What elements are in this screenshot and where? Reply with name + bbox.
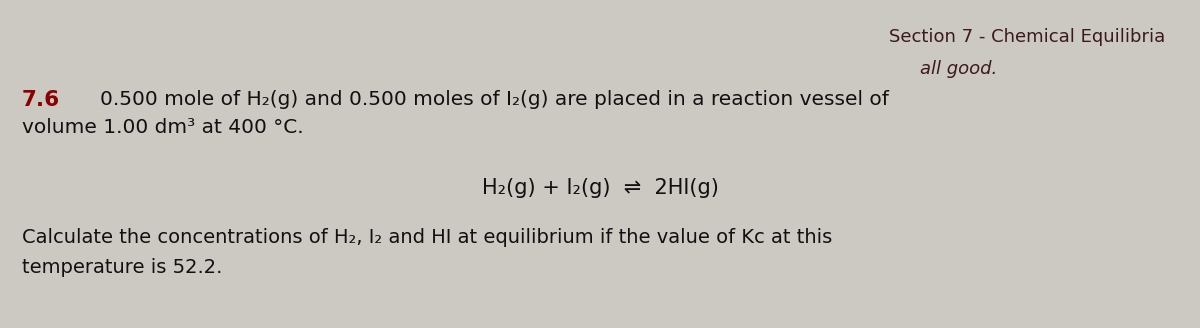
Text: temperature is 52.2.: temperature is 52.2.	[22, 258, 222, 277]
Text: Calculate the concentrations of H₂, I₂ and HI at equilibrium if the value of Kᴄ : Calculate the concentrations of H₂, I₂ a…	[22, 228, 833, 247]
Text: 0.500 mole of H₂(g) and 0.500 moles of I₂(g) are placed in a reaction vessel of: 0.500 mole of H₂(g) and 0.500 moles of I…	[100, 90, 889, 109]
Text: H₂(g) + I₂(g)  ⇌  2HI(g): H₂(g) + I₂(g) ⇌ 2HI(g)	[481, 178, 719, 198]
Text: 7.6: 7.6	[22, 90, 60, 110]
Text: all good.: all good.	[920, 60, 997, 78]
Text: volume 1.00 dm³ at 400 °C.: volume 1.00 dm³ at 400 °C.	[22, 118, 304, 137]
Text: Section 7 - Chemical Equilibria: Section 7 - Chemical Equilibria	[889, 28, 1165, 46]
